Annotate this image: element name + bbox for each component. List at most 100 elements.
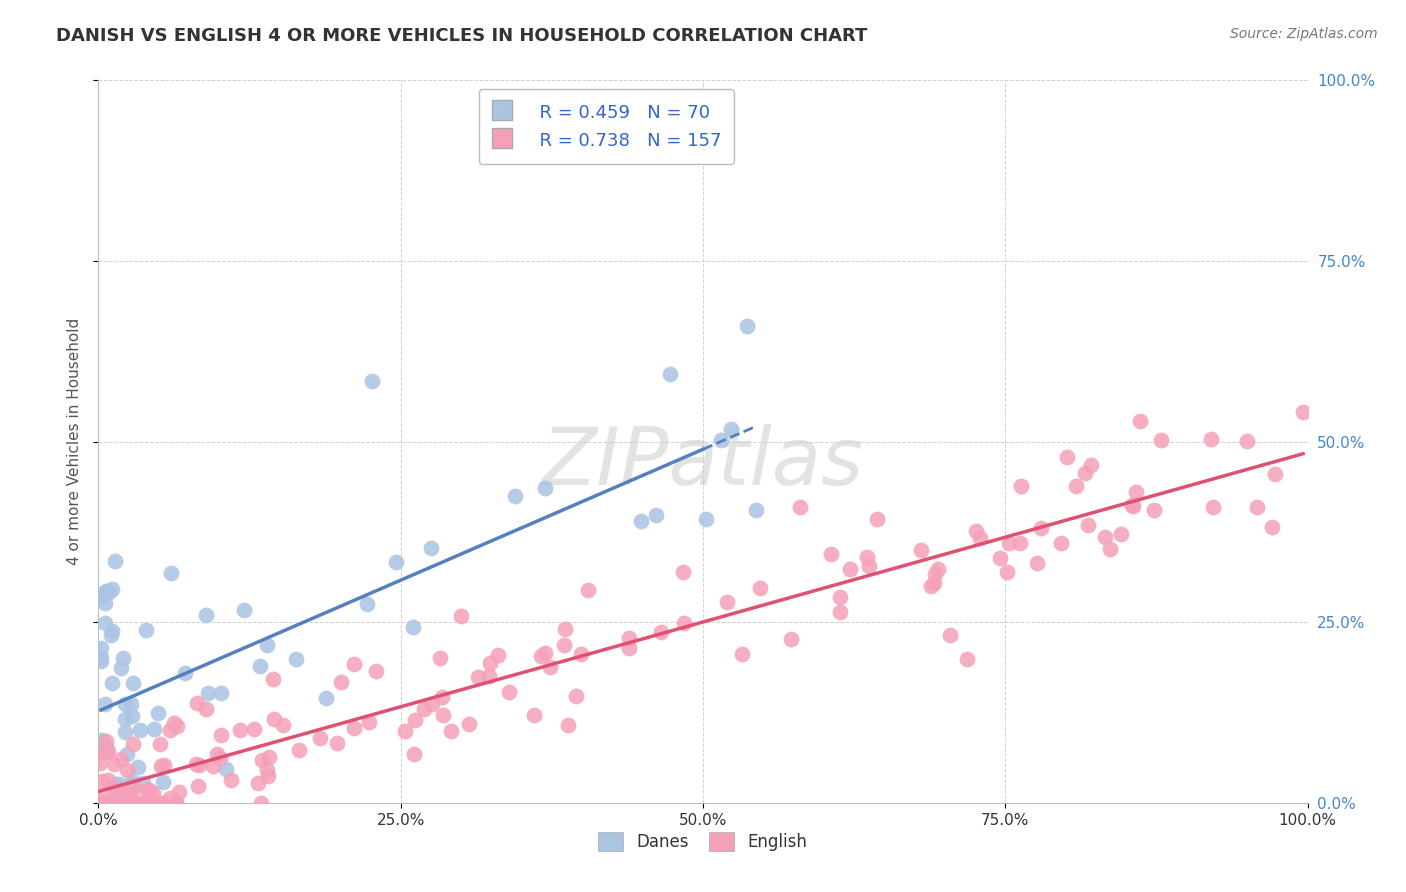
Point xyxy=(165,796,187,810)
Point xyxy=(1026,556,1049,570)
Point xyxy=(149,737,172,751)
Point xyxy=(120,697,142,711)
Point xyxy=(533,481,555,495)
Point xyxy=(1010,479,1032,493)
Point xyxy=(91,796,114,810)
Point xyxy=(630,514,652,528)
Point xyxy=(209,686,232,700)
Point xyxy=(866,512,889,526)
Point xyxy=(1292,405,1315,419)
Point xyxy=(209,728,232,742)
Point xyxy=(361,375,384,389)
Point xyxy=(112,796,135,810)
Point xyxy=(1056,450,1078,464)
Point xyxy=(419,541,441,555)
Point xyxy=(576,583,599,598)
Point xyxy=(201,759,224,773)
Point xyxy=(478,656,501,670)
Point xyxy=(1094,530,1116,544)
Point xyxy=(326,736,349,750)
Point xyxy=(135,623,157,637)
Point xyxy=(716,595,738,609)
Point xyxy=(1049,536,1071,550)
Point xyxy=(1074,466,1097,480)
Point xyxy=(644,508,666,522)
Point xyxy=(90,796,112,810)
Point xyxy=(404,713,426,727)
Point xyxy=(440,723,463,738)
Point xyxy=(110,793,132,807)
Point xyxy=(858,558,880,573)
Point xyxy=(569,647,592,661)
Point xyxy=(104,796,127,810)
Point xyxy=(257,768,280,782)
Point xyxy=(745,503,768,517)
Point xyxy=(121,786,143,800)
Point xyxy=(1099,541,1122,556)
Point xyxy=(969,531,991,545)
Point xyxy=(90,654,112,668)
Point xyxy=(828,590,851,604)
Point xyxy=(554,622,576,636)
Point xyxy=(252,752,274,766)
Point xyxy=(112,650,135,665)
Point xyxy=(749,581,772,595)
Point xyxy=(263,712,285,726)
Point xyxy=(530,649,553,664)
Point xyxy=(432,707,454,722)
Point xyxy=(315,690,337,705)
Point xyxy=(89,796,111,810)
Point xyxy=(922,576,945,591)
Point xyxy=(110,752,132,766)
Point xyxy=(672,565,695,579)
Point xyxy=(256,764,278,778)
Point xyxy=(91,796,114,810)
Point xyxy=(93,596,115,610)
Point xyxy=(924,567,946,582)
Point xyxy=(91,740,114,755)
Point xyxy=(152,775,174,789)
Point xyxy=(165,796,187,810)
Point xyxy=(174,665,197,680)
Point xyxy=(152,796,174,810)
Point xyxy=(153,758,176,772)
Point xyxy=(1150,433,1173,447)
Point xyxy=(115,747,138,761)
Point xyxy=(429,651,451,665)
Point xyxy=(720,422,742,436)
Point xyxy=(108,796,131,810)
Point xyxy=(91,746,114,760)
Point xyxy=(167,785,190,799)
Y-axis label: 4 or more Vehicles in Household: 4 or more Vehicles in Household xyxy=(67,318,83,566)
Point xyxy=(920,578,942,592)
Point xyxy=(117,796,139,810)
Point xyxy=(343,721,366,735)
Point xyxy=(910,542,932,557)
Point xyxy=(359,714,381,729)
Point xyxy=(148,706,170,721)
Point xyxy=(565,689,588,703)
Point xyxy=(617,632,640,646)
Point xyxy=(394,723,416,738)
Point xyxy=(356,598,378,612)
Point xyxy=(478,669,501,683)
Text: ZIPatlas: ZIPatlas xyxy=(541,425,865,502)
Point xyxy=(329,674,352,689)
Point xyxy=(142,786,165,800)
Point xyxy=(467,670,489,684)
Point xyxy=(285,651,308,665)
Point xyxy=(1143,503,1166,517)
Point xyxy=(121,676,143,690)
Point xyxy=(94,698,117,712)
Point xyxy=(114,712,136,726)
Point xyxy=(695,512,717,526)
Point xyxy=(619,640,641,655)
Text: Source: ZipAtlas.com: Source: ZipAtlas.com xyxy=(1230,27,1378,41)
Point xyxy=(121,796,143,810)
Point xyxy=(1125,484,1147,499)
Point xyxy=(89,795,111,809)
Point xyxy=(233,602,256,616)
Point xyxy=(229,723,252,738)
Point xyxy=(94,743,117,757)
Point xyxy=(121,709,143,723)
